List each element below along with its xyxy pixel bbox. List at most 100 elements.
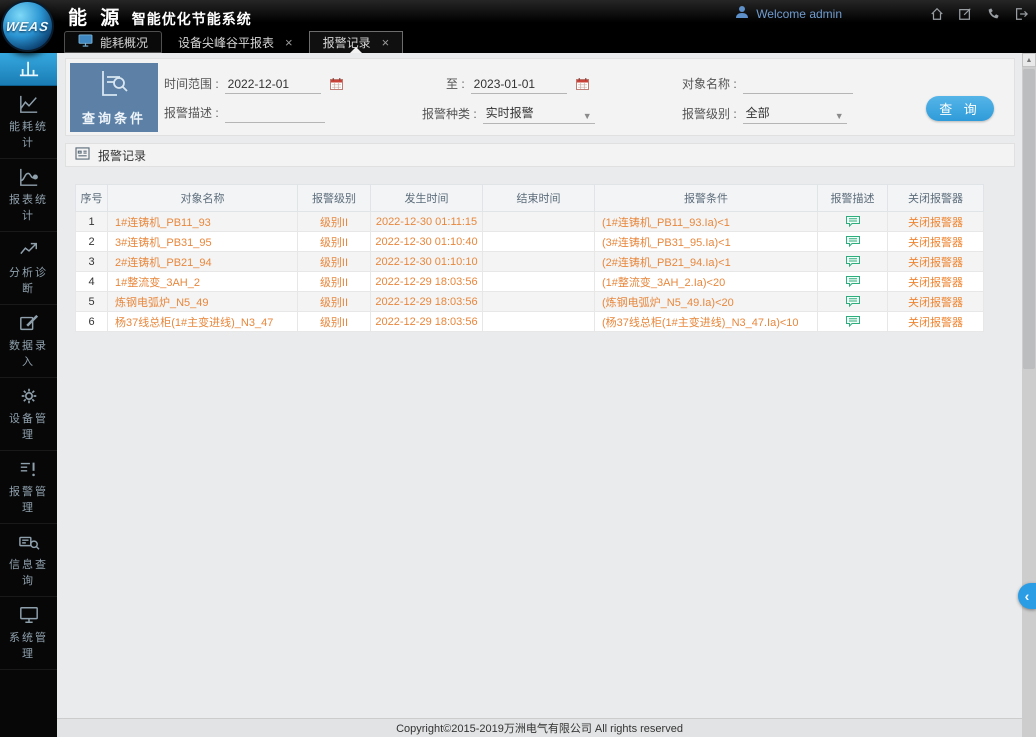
scrollbar-thumb[interactable] bbox=[1023, 69, 1035, 369]
active-tab-caret bbox=[349, 47, 362, 53]
cell-end-time bbox=[482, 211, 595, 232]
comment-icon[interactable] bbox=[845, 235, 861, 248]
query-panel: 查询条件 时间范围 : 2022-12-01 至 : 2023-01-01 对象… bbox=[65, 58, 1015, 136]
tab-bar: 能耗概况 设备尖峰谷平报表 × 报警记录 × bbox=[0, 28, 1036, 53]
cell-object-name: 杨37线总柜(1#主变进线)_N3_47 bbox=[107, 311, 298, 332]
cell-spacer bbox=[984, 272, 1004, 292]
sidebar-item-info-query[interactable]: 信息查询 bbox=[0, 524, 57, 597]
cell-end-time bbox=[482, 271, 595, 292]
logout-icon[interactable] bbox=[1014, 7, 1028, 21]
chevron-left-icon: ‹ bbox=[1024, 588, 1030, 604]
sidebar-item-label: 系统管理 bbox=[9, 632, 48, 660]
table-row: 5 炼钢电弧炉_N5_49 级别II 2022-12-29 18:03:56 (… bbox=[75, 291, 1004, 312]
bar-chart-icon bbox=[18, 59, 40, 79]
cell-level: 级别II bbox=[297, 251, 371, 272]
sidebar-item-energy-stats[interactable]: 能耗统计 bbox=[0, 86, 57, 159]
cell-spacer bbox=[984, 292, 1004, 312]
calendar-icon[interactable] bbox=[329, 78, 343, 93]
close-alarm-link[interactable]: 关闭报警器 bbox=[908, 276, 963, 289]
records-icon bbox=[75, 147, 90, 163]
table-row: 2 3#连铸机_PB31_95 级别II 2022-12-30 01:10:40… bbox=[75, 231, 1004, 252]
sidebar-item-label: 信息查询 bbox=[9, 559, 48, 587]
search-button[interactable]: 查 询 bbox=[926, 96, 994, 121]
close-alarm-link[interactable]: 关闭报警器 bbox=[908, 296, 963, 309]
tab-peak-valley-report[interactable]: 设备尖峰谷平报表 × bbox=[165, 31, 306, 53]
cell-no: 3 bbox=[75, 251, 108, 272]
table-row: 3 2#连铸机_PB21_94 级别II 2022-12-30 01:10:10… bbox=[75, 251, 1004, 272]
sidebar-item-alarm-mgmt[interactable]: 报警管理 bbox=[0, 451, 57, 524]
tab-energy-overview[interactable]: 能耗概况 bbox=[64, 31, 163, 53]
cell-spacer bbox=[984, 312, 1004, 332]
cell-start-time: 2022-12-29 18:03:56 bbox=[370, 271, 483, 292]
calendar-icon[interactable] bbox=[575, 78, 589, 93]
sidebar: 能耗统计 报表统计 分析诊断 数据录入 设备管理 bbox=[0, 53, 57, 737]
cell-start-time: 2022-12-30 01:10:10 bbox=[370, 251, 483, 272]
cell-no: 6 bbox=[75, 311, 108, 332]
side-panel-toggle[interactable]: ‹ bbox=[1018, 583, 1036, 609]
tab-label: 能耗概况 bbox=[100, 35, 149, 50]
to-label: 至 : bbox=[446, 77, 465, 91]
cell-close-alarm: 关闭报警器 bbox=[887, 311, 984, 332]
cell-object-name: 1#连铸机_PB11_93 bbox=[107, 211, 298, 232]
comment-icon[interactable] bbox=[845, 275, 861, 288]
tab-alarm-records[interactable]: 报警记录 × bbox=[308, 31, 404, 53]
alarm-level-select[interactable]: 全部 ▼ bbox=[742, 104, 847, 124]
sidebar-item-report-stats[interactable]: 报表统计 bbox=[0, 159, 57, 232]
sidebar-item-dashboard[interactable] bbox=[0, 53, 57, 86]
object-name-input[interactable] bbox=[742, 79, 853, 94]
phone-icon[interactable] bbox=[986, 7, 1000, 21]
app-title-main: 能 源 bbox=[68, 8, 124, 29]
date-from-input[interactable]: 2022-12-01 bbox=[224, 77, 321, 94]
close-alarm-link[interactable]: 关闭报警器 bbox=[908, 316, 963, 329]
sidebar-item-label: 数据录入 bbox=[9, 340, 48, 368]
welcome-text: Welcome admin bbox=[756, 7, 842, 21]
field-time-from: 时间范围 : 2022-12-01 bbox=[164, 75, 343, 94]
close-icon[interactable]: × bbox=[381, 35, 390, 50]
col-header-end-time: 结束时间 bbox=[482, 184, 595, 212]
cell-end-time bbox=[482, 291, 595, 312]
field-alarm-desc: 报警描述 : bbox=[164, 104, 325, 123]
sidebar-item-equipment[interactable]: 设备管理 bbox=[0, 378, 57, 451]
sidebar-item-data-entry[interactable]: 数据录入 bbox=[0, 305, 57, 378]
cell-start-time: 2022-12-29 18:03:56 bbox=[370, 291, 483, 312]
alarm-level-value: 全部 bbox=[745, 106, 770, 120]
cell-object-name: 炼钢电弧炉_N5_49 bbox=[107, 291, 298, 312]
col-header-spacer bbox=[984, 185, 1004, 212]
alarm-type-select[interactable]: 实时报警 ▼ bbox=[482, 104, 595, 124]
sidebar-item-system-mgmt[interactable]: 系统管理 bbox=[0, 597, 57, 670]
search-icon bbox=[18, 532, 40, 552]
sidebar-item-analysis[interactable]: 分析诊断 bbox=[0, 232, 57, 305]
cell-description bbox=[817, 311, 888, 332]
alarm-desc-input[interactable] bbox=[224, 108, 325, 123]
sidebar-item-label: 分析诊断 bbox=[9, 267, 48, 295]
weas-logo: WEAS bbox=[1, 0, 54, 52]
date-to-input[interactable]: 2023-01-01 bbox=[470, 77, 567, 94]
cell-description bbox=[817, 251, 888, 272]
close-alarm-link[interactable]: 关闭报警器 bbox=[908, 256, 963, 269]
field-object-name: 对象名称 : bbox=[682, 75, 853, 94]
comment-icon[interactable] bbox=[845, 295, 861, 308]
alarm-icon bbox=[18, 459, 40, 479]
close-alarm-link[interactable]: 关闭报警器 bbox=[908, 236, 963, 249]
col-header-start-time: 发生时间 bbox=[370, 184, 483, 212]
col-header-description: 报警描述 bbox=[817, 184, 888, 212]
alarm-records-section-bar: 报警记录 bbox=[65, 143, 1015, 167]
edit-icon[interactable] bbox=[958, 7, 972, 21]
close-icon[interactable]: × bbox=[285, 34, 293, 50]
time-range-label: 时间范围 : bbox=[164, 77, 219, 91]
table-row: 6 杨37线总柜(1#主变进线)_N3_47 级别II 2022-12-29 1… bbox=[75, 311, 1004, 332]
comment-icon[interactable] bbox=[845, 215, 861, 228]
copyright-text: Copyright©2015-2019万洲电气有限公司 All rights r… bbox=[396, 723, 683, 735]
comment-icon[interactable] bbox=[845, 315, 861, 328]
vertical-scrollbar[interactable]: ▲ bbox=[1022, 53, 1036, 737]
chevron-down-icon: ▼ bbox=[582, 111, 592, 121]
scroll-up-arrow-icon[interactable]: ▲ bbox=[1022, 53, 1036, 67]
weas-logo-text: WEAS bbox=[4, 18, 51, 34]
tab-label: 报警记录 bbox=[322, 36, 371, 50]
sidebar-item-label: 设备管理 bbox=[9, 413, 48, 441]
cell-description bbox=[817, 291, 888, 312]
comment-icon[interactable] bbox=[845, 255, 861, 268]
home-icon[interactable] bbox=[930, 7, 944, 21]
cell-object-name: 3#连铸机_PB31_95 bbox=[107, 231, 298, 252]
close-alarm-link[interactable]: 关闭报警器 bbox=[908, 216, 963, 229]
